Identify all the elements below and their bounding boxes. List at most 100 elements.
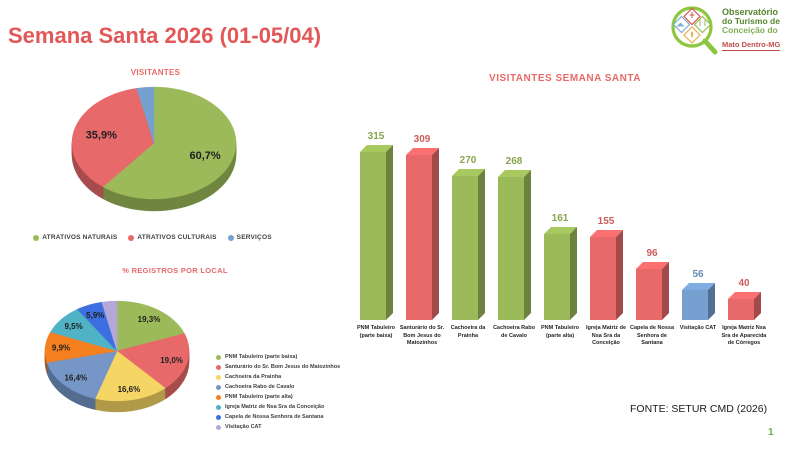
bar [727, 292, 761, 320]
bar-value-label: 268 [505, 156, 523, 167]
bar-category-label: Capela de Nossa Senhora de Santana [629, 325, 675, 347]
bar-category-label: Igreja Matriz de Nsa Sra da Conceição [585, 325, 627, 347]
bar-front-face [727, 299, 754, 320]
logo-text-line4: Mato Dentro-MG [722, 40, 781, 52]
legend-item: ATRATIVOS NATURAIS [33, 234, 117, 241]
visitantes-pie-chart: 60,7% 35,9% [71, 86, 237, 212]
pie-slice [71, 88, 155, 188]
bar-chart-plot-area: 315 PNM Tabuleiro (parte baixa) 309 Santurá… [353, 62, 767, 371]
pie-slice-label: 9,5% [64, 322, 82, 331]
bar-side-face [707, 283, 715, 320]
legend-item: Igreja Matriz de Nsa Sra da Conceição [216, 402, 340, 412]
pie-slice-label: 9,9% [52, 344, 70, 353]
pie-slice-label: 19,3% [138, 315, 161, 324]
page-number: 1 [768, 427, 774, 438]
bar-value-label: 315 [367, 131, 385, 142]
source-note: FONTE: SETUR CMD (2026) [630, 403, 768, 415]
logo-text: Observatório do Turismo de Conceição do … [722, 6, 781, 52]
bar-category-label: Santurário do Sr. Bom Jesus do Matozinho… [399, 325, 445, 347]
legend-item: ATRATIVOS CULTURAIS [128, 234, 216, 241]
registros-pie-legend: PNM Tabuleiro (parte baixa) Santurário do… [216, 352, 340, 432]
visitantes-pie-title: VISITANTES [130, 68, 181, 77]
bar [589, 230, 623, 320]
legend-item: Capela de Nossa Senhora de Santana [216, 412, 340, 422]
bar-side-face [661, 262, 669, 320]
legend-swatch-icon [216, 404, 221, 410]
bar-front-face [681, 290, 708, 320]
legend-item: SERVIÇOS [227, 234, 272, 241]
bar-side-face [569, 227, 577, 320]
registros-pie-title: % REGISTROS POR LOCAL [122, 266, 228, 275]
pie-slice-label: 5,9% [86, 311, 104, 320]
pie-slice [116, 300, 185, 352]
bar-column: 40 Igreja Matriz Nsa Sra de Aparecida de … [721, 278, 767, 371]
bar-side-face [431, 148, 439, 320]
legend-swatch-icon [216, 374, 221, 380]
legend-swatch-icon [216, 364, 221, 370]
bar-side-face [523, 170, 531, 320]
bar-column: 268 Cachoeira Rabo de Cavalo [491, 156, 537, 371]
bar-category-label: PNM Tabuleiro (parte baixa) [356, 325, 396, 339]
bar [359, 145, 393, 320]
legend-label: ATRATIVOS CULTURAIS [137, 234, 217, 241]
pie-slice [102, 86, 237, 200]
legend-item: PNM Tabuleiro (parte baixa) [216, 352, 340, 362]
bar-value-label: 161 [551, 213, 569, 224]
bar-front-face [589, 237, 616, 320]
bar-category-label: Cachoeira da Prainha [450, 325, 486, 339]
bar-category-label: Visitação CAT [679, 325, 717, 331]
bar-column: 315 PNM Tabuleiro (parte baixa) [353, 131, 399, 371]
pie-slice [116, 333, 190, 389]
visitantes-bar-chart: 315 PNM Tabuleiro (parte baixa) 309 Santurá… [336, 62, 794, 377]
logo-text-line2: do Turismo de [722, 16, 780, 27]
bar-category-label: Cachoeira Rabo de Cavalo [493, 325, 535, 339]
bar-column: 96 Capela de Nossa Senhora de Santana [629, 248, 675, 371]
bar-value-label: 96 [646, 248, 658, 259]
bar-front-face [635, 269, 662, 320]
bar-category-label: PNM Tabuleiro (parte alta) [540, 325, 580, 339]
bar-value-label: 155 [597, 216, 615, 227]
legend-swatch-icon [216, 394, 221, 400]
bar-side-face [615, 230, 623, 320]
bar-column: 161 PNM Tabuleiro (parte alta) [537, 213, 583, 371]
legend-swatch-icon [216, 354, 221, 360]
logo: Observatório do Turismo de Conceição do … [666, 3, 798, 57]
legend-label: Cachoeira Rabo de Cavalo [225, 384, 295, 390]
pie-slice-label: 35,9% [86, 129, 117, 141]
legend-label: Visitação CAT [225, 424, 262, 430]
pie-slice [46, 350, 118, 399]
legend-label: PNM Tabuleiro (parte baixa) [225, 354, 298, 360]
logo-magnifier-icon [671, 6, 718, 55]
bar-column: 155 Igreja Matriz de Nsa Sra da Conceição [583, 216, 629, 371]
bar-front-face [359, 152, 386, 320]
bar-front-face [543, 234, 570, 320]
pie-slice-label: 19,0% [160, 356, 183, 365]
legend-label: PNM Tabuleiro (parte alta) [225, 394, 293, 400]
bar-category-label: Igreja Matriz Nsa Sra de Aparecida de Có… [721, 325, 767, 347]
bar [405, 148, 439, 320]
bar-chart-title: VISITANTES SEMANA SANTA [489, 73, 641, 84]
legend-label: Cachoeira da Prainha [225, 374, 282, 380]
logo-text-line3: Conceição do [722, 25, 778, 36]
pie-slice [101, 300, 118, 352]
legend-label: ATRATIVOS NATURAIS [42, 234, 118, 241]
legend-item: Santurário do Sr. Bom Jesus do Matozinho… [216, 362, 340, 372]
bar-side-face [385, 145, 393, 320]
pie-slice-label: 60,7% [189, 150, 220, 162]
legend-item: PNM Tabuleiro (parte alta) [216, 392, 340, 402]
bar-value-label: 270 [459, 155, 477, 166]
pie-slice-label: 16,6% [118, 385, 141, 394]
bar-value-label: 40 [738, 278, 750, 289]
bar-front-face [497, 177, 524, 320]
bar-front-face [451, 176, 478, 320]
legend-label: Capela de Nossa Senhora de Santana [225, 414, 324, 420]
bar [543, 227, 577, 320]
legend-swatch-icon [216, 384, 221, 390]
page-title: Semana Santa 2026 (01-05/04) [8, 22, 322, 48]
bar-column: 309 Santurário do Sr. Bom Jesus do Matozi… [399, 134, 445, 371]
logo-text-line1: Observatório [722, 6, 779, 17]
bar-side-face [477, 169, 485, 320]
bar [497, 170, 531, 320]
bar-column: 56 Visitação CAT [675, 269, 721, 371]
